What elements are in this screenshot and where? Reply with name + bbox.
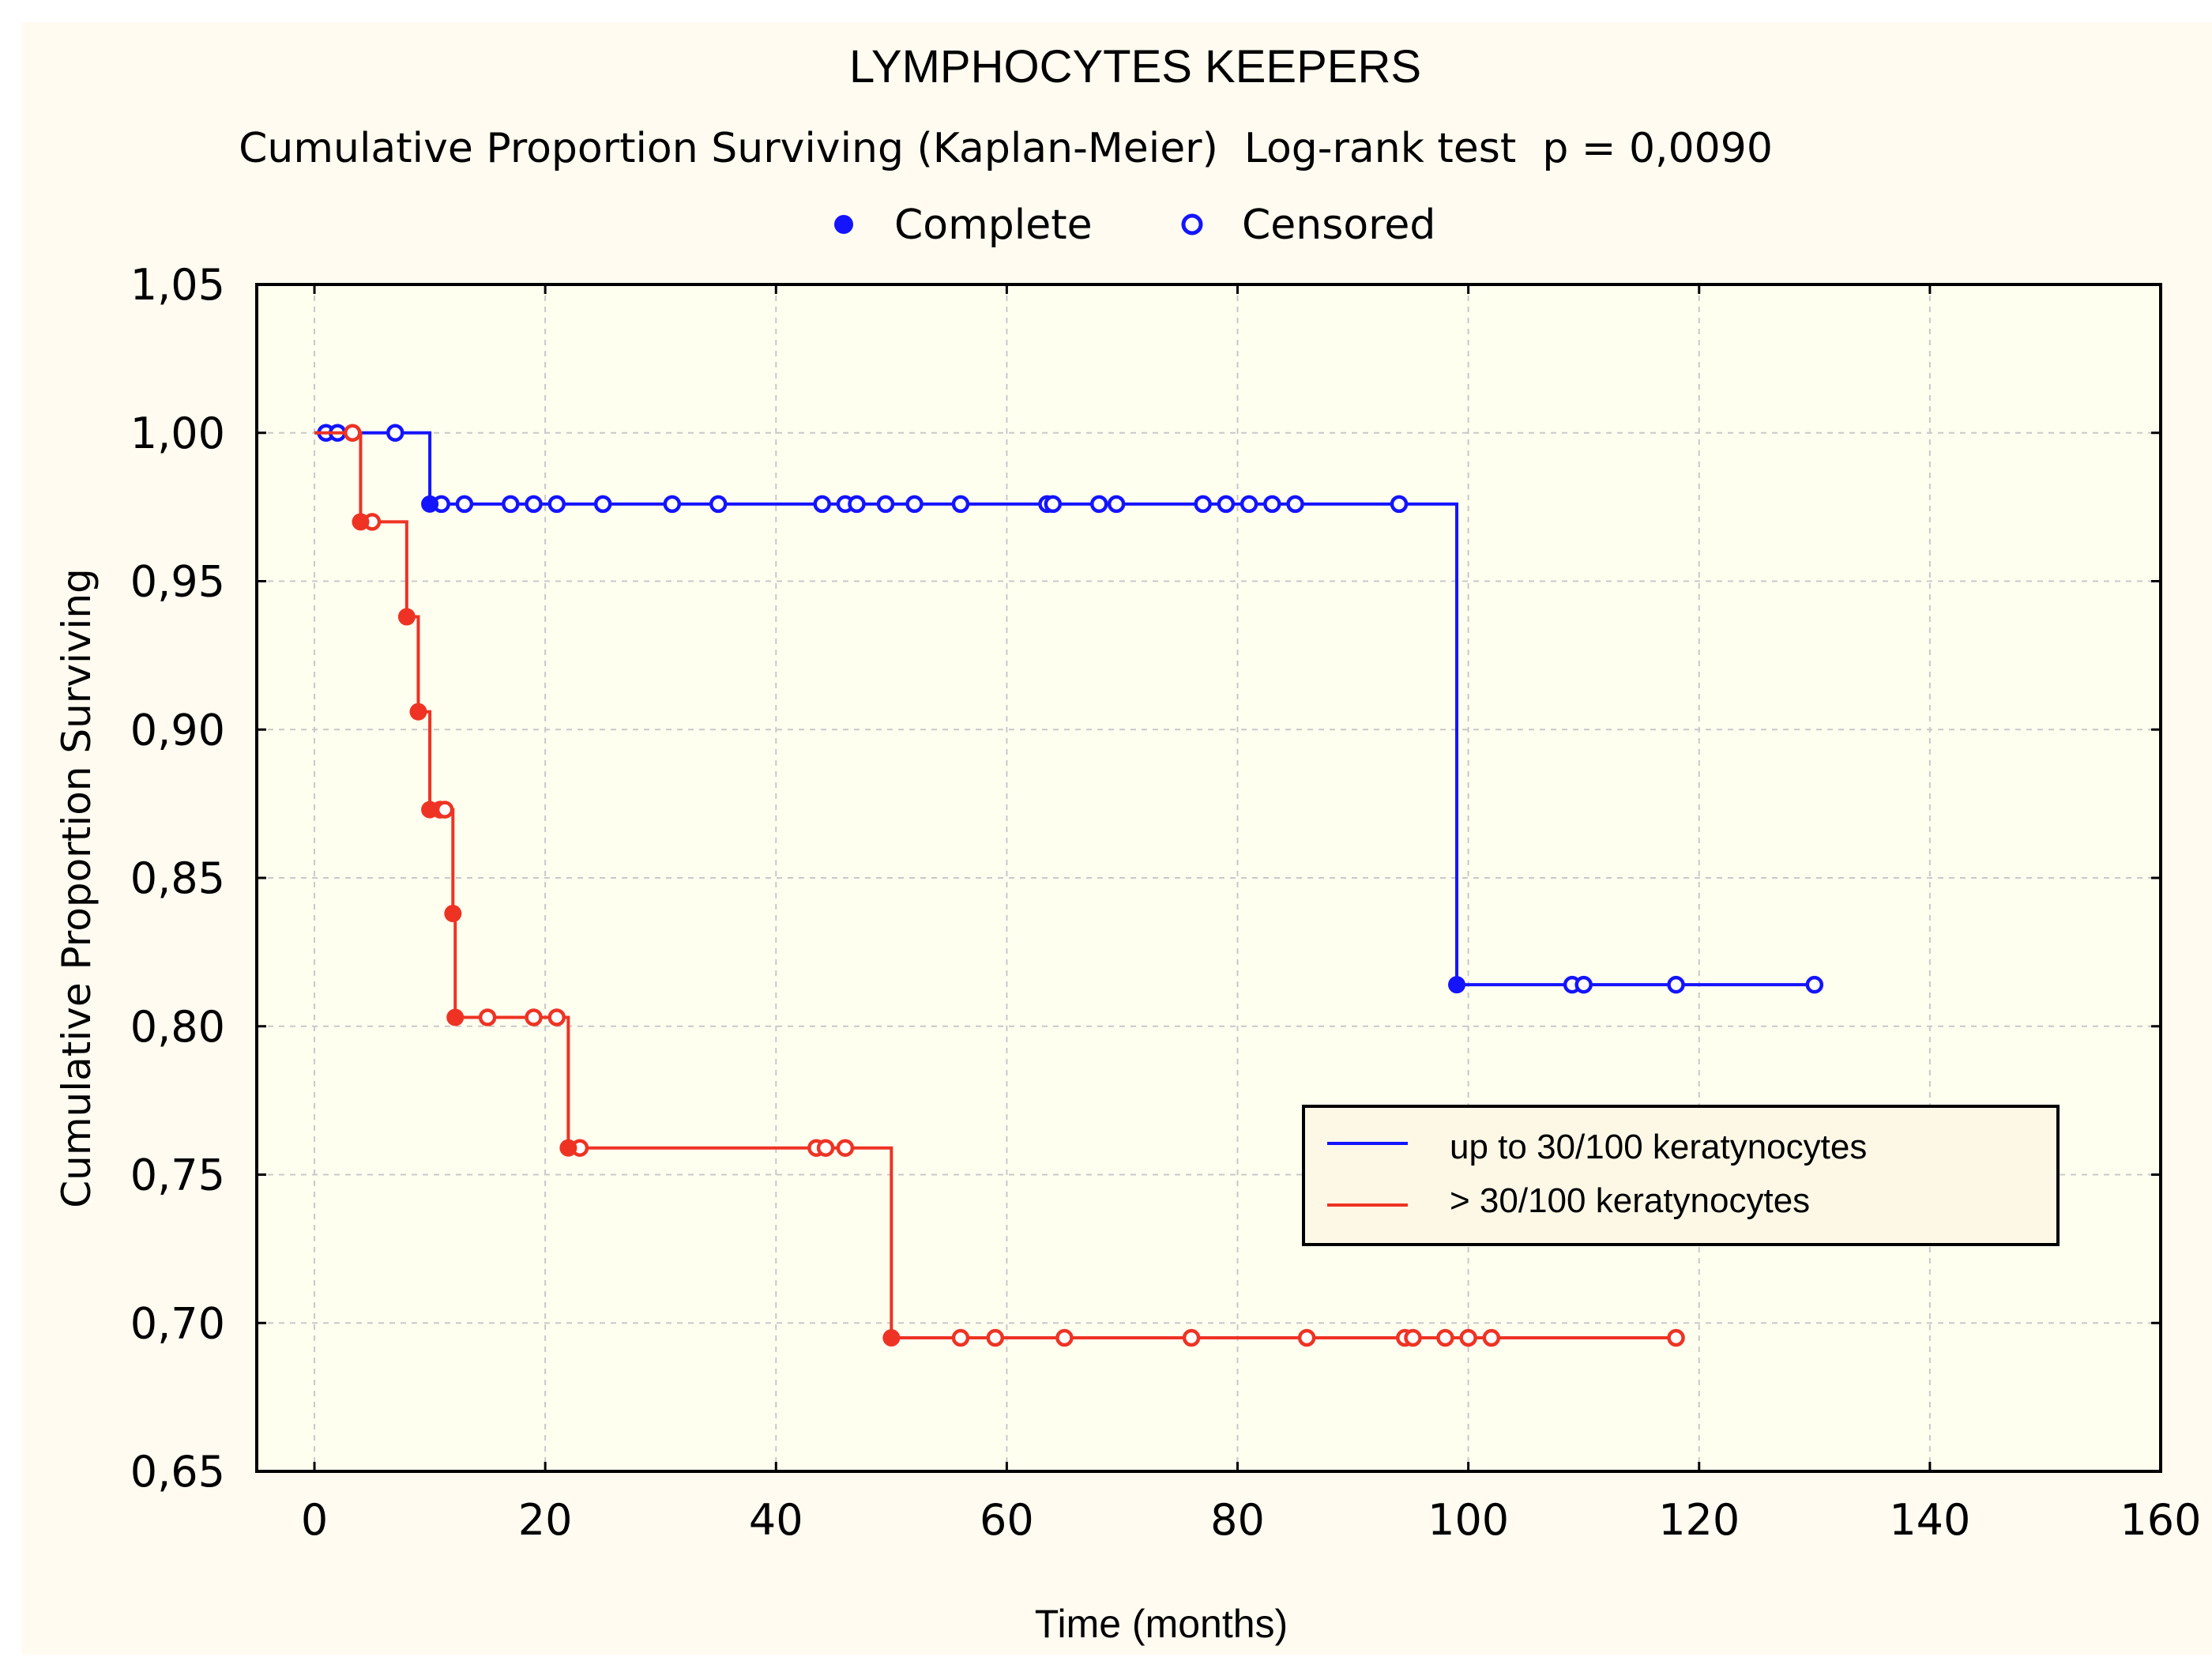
complete-marker: [421, 495, 439, 513]
censored-marker: [836, 1139, 855, 1157]
chart-title: LYMPHOCYTES KEEPERS: [849, 41, 1421, 92]
complete-marker-icon: [834, 215, 853, 234]
series-layer: [314, 424, 1824, 1347]
series-legend-label-1: > 30/100 keratynocytes: [1450, 1181, 1810, 1220]
series-legend-label-0: up to 30/100 keratynocytes: [1450, 1128, 1867, 1166]
x-tick-label: 100: [1428, 1495, 1509, 1545]
censored-marker: [1436, 1328, 1454, 1347]
complete-marker: [397, 608, 416, 626]
censored-marker: [525, 495, 543, 514]
x-tick-label: 80: [1210, 1495, 1265, 1545]
x-tick-label: 20: [518, 1495, 573, 1545]
x-tick-label: 0: [301, 1495, 328, 1545]
complete-marker: [559, 1139, 577, 1157]
complete-marker: [352, 513, 370, 531]
x-tick-label: 140: [1889, 1495, 1970, 1545]
censored-marker-icon: [1181, 213, 1203, 235]
censored-marker: [1482, 1328, 1501, 1347]
censored-marker: [547, 495, 566, 514]
y-tick-label: 0,65: [130, 1447, 225, 1497]
censored-marker: [593, 495, 612, 514]
censored-marker: [1263, 495, 1281, 514]
censored-marker: [1404, 1328, 1422, 1347]
censored-marker: [1286, 495, 1304, 514]
censored-marker: [816, 1139, 835, 1157]
censored-marker: [502, 495, 520, 514]
complete-marker: [1448, 976, 1466, 994]
y-tick-label: 0,85: [130, 853, 225, 903]
censored-marker: [386, 424, 404, 442]
censored-marker: [1297, 1328, 1316, 1347]
censored-marker: [1459, 1328, 1477, 1347]
x-axis-label: Time (months): [1035, 1602, 1288, 1646]
y-tick-label: 0,95: [130, 557, 225, 607]
censored-marker: [525, 1008, 543, 1026]
censored-marker: [455, 495, 474, 514]
censored-marker: [848, 495, 866, 514]
censored-marker: [1805, 975, 1824, 994]
censored-marker: [343, 424, 362, 442]
censored-marker: [1055, 1328, 1074, 1347]
censored-marker: [1667, 975, 1685, 994]
complete-marker: [409, 702, 427, 721]
censored-marker: [709, 495, 728, 514]
censored-legend-label: Censored: [1242, 202, 1435, 249]
y-tick-label: 0,80: [130, 1002, 225, 1052]
y-tick-label: 0,90: [130, 705, 225, 755]
censored-marker: [951, 495, 970, 514]
survival-step-line-0: [314, 431, 1815, 987]
censored-marker: [663, 495, 682, 514]
complete-marker: [446, 1008, 465, 1026]
censored-marker: [1089, 495, 1108, 514]
censored-marker: [905, 495, 924, 514]
censored-marker: [1044, 495, 1063, 514]
complete-legend-label: Complete: [894, 202, 1093, 249]
censored-marker: [435, 800, 454, 819]
censored-marker: [876, 495, 895, 514]
y-tick-label: 1,00: [130, 409, 225, 458]
censored-marker: [1194, 495, 1212, 514]
y-tick-label: 1,05: [130, 260, 225, 310]
marker-legend: Complete Censored: [834, 202, 1435, 249]
series-legend-box: [1302, 1105, 2060, 1246]
grid: [257, 284, 2161, 1471]
censored-marker: [547, 1008, 566, 1026]
y-tick-label: 0,70: [130, 1298, 225, 1348]
y-tick-label: 0,75: [130, 1151, 225, 1200]
complete-marker: [421, 800, 439, 819]
complete-marker: [444, 905, 462, 923]
censored-marker: [1107, 495, 1126, 514]
chart-subtitle: Cumulative Proportion Surviving (Kaplan-…: [239, 125, 1773, 172]
x-tick-label: 40: [749, 1495, 803, 1545]
censored-marker: [1667, 1328, 1685, 1347]
censored-marker: [1217, 495, 1236, 514]
censored-marker: [813, 495, 831, 514]
censored-marker: [986, 1328, 1005, 1347]
censored-marker: [1574, 975, 1593, 994]
complete-marker: [882, 1329, 901, 1347]
y-axis-label: Cumulative Proportion Surviving: [54, 568, 100, 1208]
censored-marker: [1390, 495, 1409, 514]
censored-marker: [1182, 1328, 1201, 1347]
x-tick-label: 60: [980, 1495, 1034, 1545]
x-tick-label: 160: [2120, 1495, 2201, 1545]
censored-marker: [478, 1008, 497, 1026]
censored-marker: [951, 1328, 970, 1347]
series-legend: up to 30/100 keratynocytes > 30/100 kera…: [1302, 1105, 2060, 1246]
axis-ticks: 0 20 40 60 80 100 120 140 160 0,65 0,70 0,75 0,80 0,8…: [130, 260, 2202, 1545]
censored-marker: [1240, 495, 1258, 514]
x-tick-label: 120: [1658, 1495, 1740, 1545]
